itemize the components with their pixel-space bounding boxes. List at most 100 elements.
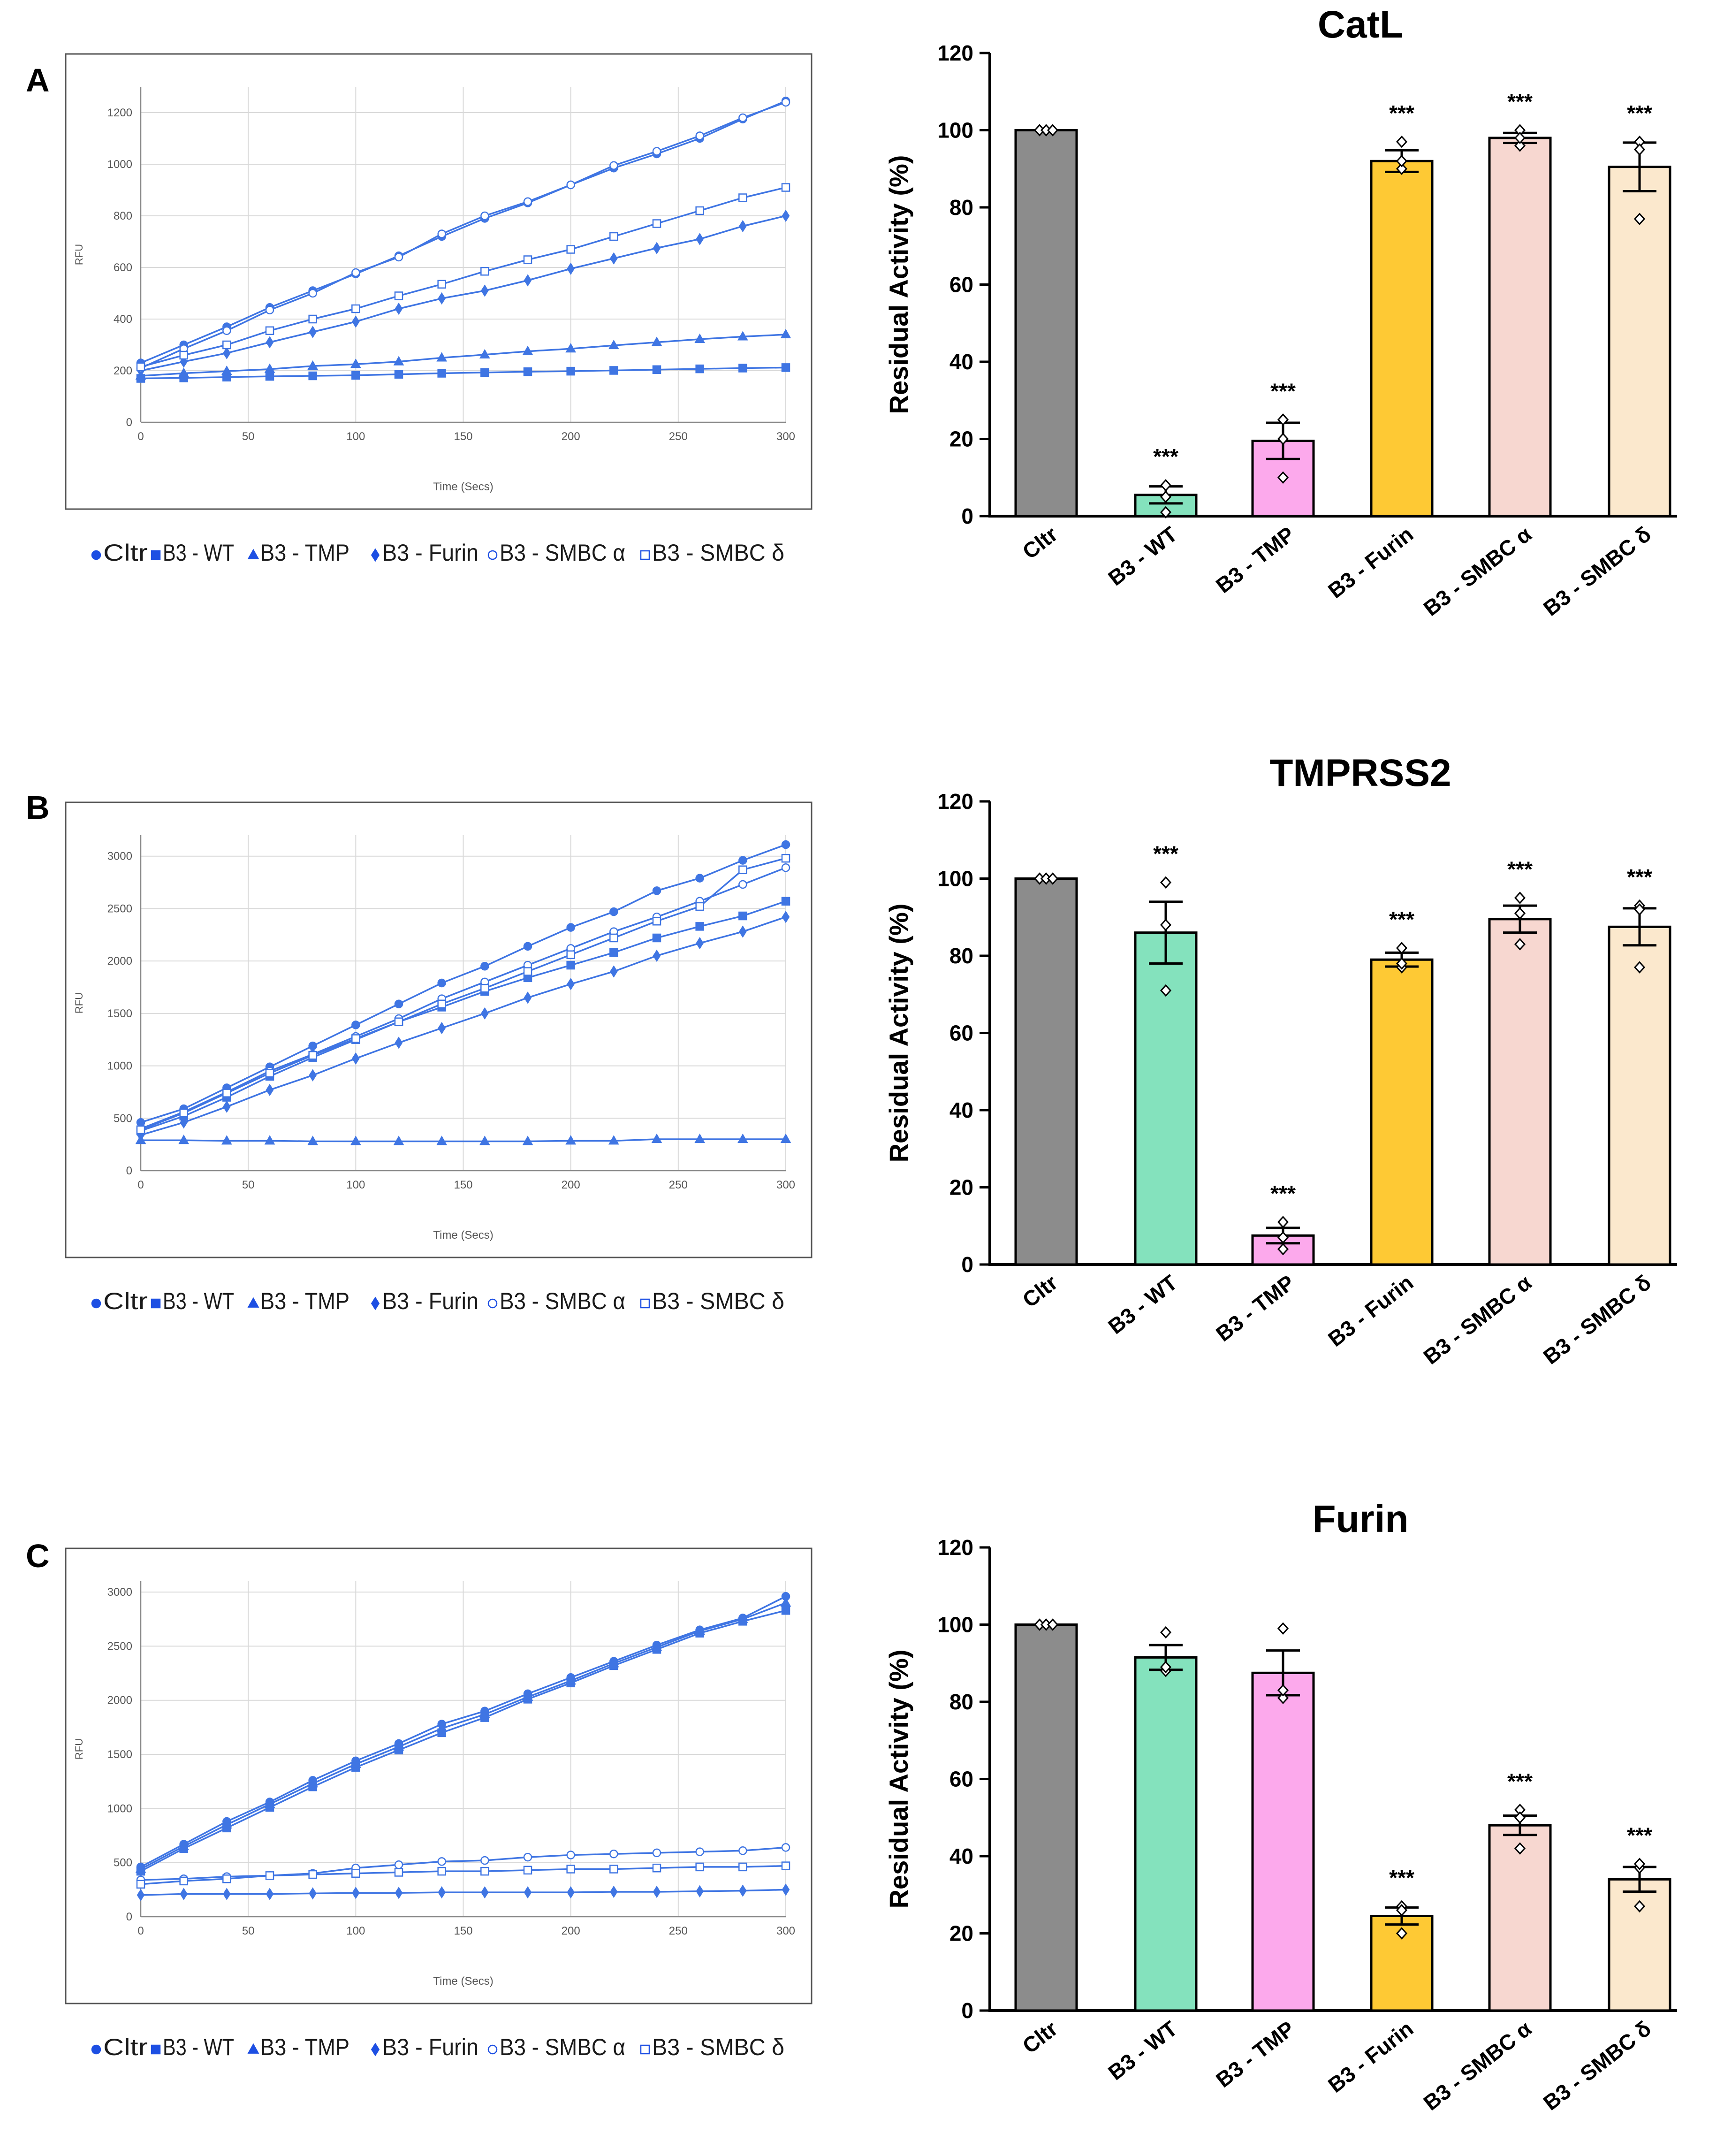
data-point [523,1852,532,1862]
data-point [437,280,446,289]
data-point [223,1100,231,1113]
bar-panel-c: Furin 0 20 40 60 80 100 120 Residual Activity (%… [884,1498,1677,2115]
significance-label: *** [1153,842,1178,866]
legend-label: B3 - TMP [260,1288,349,1314]
replicate-point [1514,139,1526,152]
x-tick-label: B3 - SMBC δ [1539,2016,1656,2115]
data-point [308,314,317,324]
data-point [608,339,619,350]
data-point [351,1869,360,1878]
legend-label: B3 - TMP [260,540,349,566]
legend-label: B3 - WT [163,540,234,566]
data-point [738,1862,747,1872]
data-point [738,1846,747,1855]
y-tick-label: 100 [937,118,973,143]
y-tick-label: 2500 [107,1640,132,1653]
data-point [481,1007,489,1020]
y-tick-label: 40 [949,350,973,374]
legend-marker [371,548,380,562]
data-point [179,1108,188,1118]
data-point [609,1849,618,1859]
data-point [524,274,532,287]
x-tick-label: 100 [346,1925,365,1937]
data-point [738,911,747,921]
y-tick-label: 0 [961,1998,973,2023]
line-panel-c: 0 50 100 150 200 250 3000500100015002000250030… [65,1547,813,2060]
significance-label: *** [1270,1181,1296,1206]
x-tick-label: 100 [346,1179,365,1191]
y-tick-label: 3000 [107,1586,132,1599]
legend: Cltr B3 - WT B3 - TMP B3 - Furin B3 - SMBC α… [91,540,784,566]
data-point [264,1135,275,1145]
data-point [781,840,790,849]
data-point [610,252,618,265]
legend-marker [247,2043,259,2054]
y-tick-label: 2000 [107,1694,132,1707]
data-point [652,1863,661,1873]
data-point [437,999,446,1008]
data-point [566,1851,575,1859]
x-tick-label: B3 - SMBC α [1419,1270,1536,1369]
data-point [696,937,704,950]
data-point [566,950,575,959]
data-point [136,1125,145,1135]
series-b3-tmp [135,1133,791,1145]
legend-label: Cltr [103,2034,148,2060]
series-b3-smbc- [136,98,790,373]
data-point [265,372,274,381]
data-point [309,1069,317,1082]
data-point [782,911,790,923]
y-tick-label: 0 [961,504,973,528]
legend-label: B3 - TMP [260,2034,349,2060]
x-tick-label: Cltr [1018,2016,1063,2058]
data-point [308,289,317,298]
y-tick-label: 0 [126,1911,132,1923]
series-b3-furin [137,209,790,377]
data-point [695,364,704,373]
data-point [309,1887,317,1900]
x-axis-label: Time (Secs) [433,1975,493,1988]
data-point [652,886,661,895]
data-point [609,948,618,957]
data-point [781,1861,790,1870]
series-b3-smbc- [136,1861,790,1889]
data-point [180,355,188,368]
bar [1251,1671,1315,2012]
bar-group: Cltr [1014,872,1078,1312]
replicate-point [1277,1216,1289,1228]
legend-marker [640,550,650,560]
data-point [135,1863,146,1873]
x-tick-label: 50 [242,1179,255,1191]
y-axis-label: Residual Activity (%) [884,155,913,414]
replicate-point [1396,1904,1408,1917]
data-point [567,1886,575,1899]
legend-label: B3 - SMBC δ [652,2034,784,2060]
data-point [437,978,446,988]
replicate-point [1047,872,1059,885]
series-b3-smbc- [136,183,790,371]
data-point [780,1597,791,1607]
legend-label: B3 - Furin [382,1288,478,1314]
y-tick-label: 500 [114,1857,132,1869]
line-panel-a: 0 50 100 150 200 250 300 0 200 400 600 800 1000 1200 T… [65,53,813,566]
data-point [222,340,231,350]
data-point [567,978,575,990]
data-point [222,326,231,335]
significance-label: *** [1507,90,1533,114]
replicate-point [1396,135,1408,148]
replicate-point [1160,1661,1172,1674]
replicate-point [1160,918,1172,931]
replicate-point [1514,938,1526,951]
data-point [781,863,790,872]
data-point [394,1017,403,1026]
series-line [140,334,786,377]
x-tick-label: 50 [242,1925,255,1937]
significance-label: *** [1153,444,1178,469]
data-point [394,1860,403,1869]
data-point [609,1865,618,1874]
data-point [782,1883,790,1896]
replicate-point [1277,1684,1289,1697]
x-axis-label: Time (Secs) [433,1229,493,1242]
bar [1134,1656,1198,2012]
bar-group: *** B3 - Furin [1323,1866,1434,2097]
